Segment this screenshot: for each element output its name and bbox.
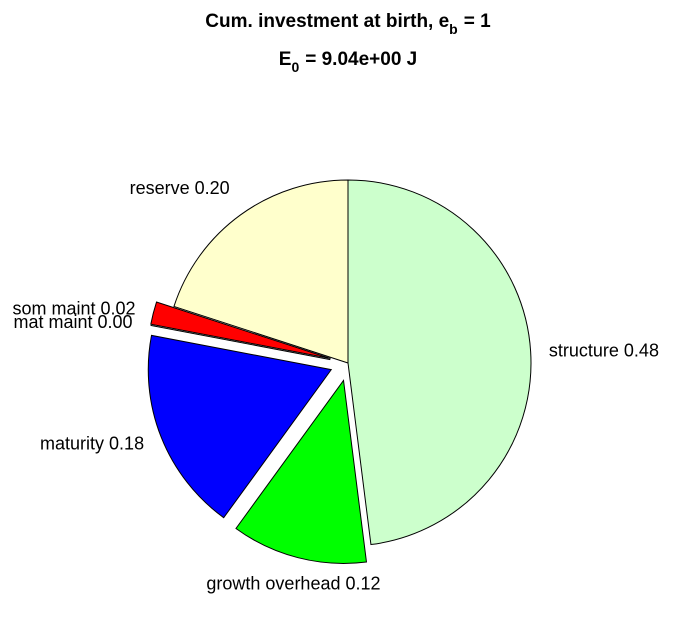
chart-title: Cum. investment at birth, eb = 1 [205,11,491,37]
category-label: som maint [13,298,96,318]
title-text: = 1 [464,11,491,32]
value-label: 0.02 [101,298,136,318]
slice-label: structure 0.48 [549,340,659,360]
pie-slice [235,379,368,564]
subtitle-subscript: 0 [291,59,299,75]
chart-subtitle: E0 = 9.04e+00 J [279,49,417,75]
value-label: 0.48 [624,340,659,360]
subtitle-text: E [279,49,292,70]
title-text: Cum. investment at birth, e [205,11,449,32]
pie-slice [347,179,532,546]
subtitle-text: = 9.04e+00 J [305,49,417,70]
pie-slice [150,301,331,360]
pie-slice [173,179,349,364]
slice-label: growth overhead 0.12 [206,573,380,593]
category-label: mat maint [14,312,93,332]
pie: structure 0.48 growth overhead 0.12 maturity… [13,178,659,593]
title-subscript: b [449,21,458,37]
value-label: 0.00 [98,312,133,332]
category-label: maturity [40,434,104,454]
value-label: 0.20 [195,178,230,198]
value-label: 0.12 [345,573,380,593]
pie-slice [147,334,333,519]
slice-label: som maint 0.02 [13,298,136,318]
slice-label: reserve 0.20 [130,178,230,198]
category-label: growth overhead [206,573,340,593]
slice-label: maturity 0.18 [40,434,144,454]
value-label: 0.18 [109,434,144,454]
category-label: structure [549,340,619,360]
slice-label: mat maint 0.00 [14,312,133,332]
category-label: reserve [130,178,190,198]
